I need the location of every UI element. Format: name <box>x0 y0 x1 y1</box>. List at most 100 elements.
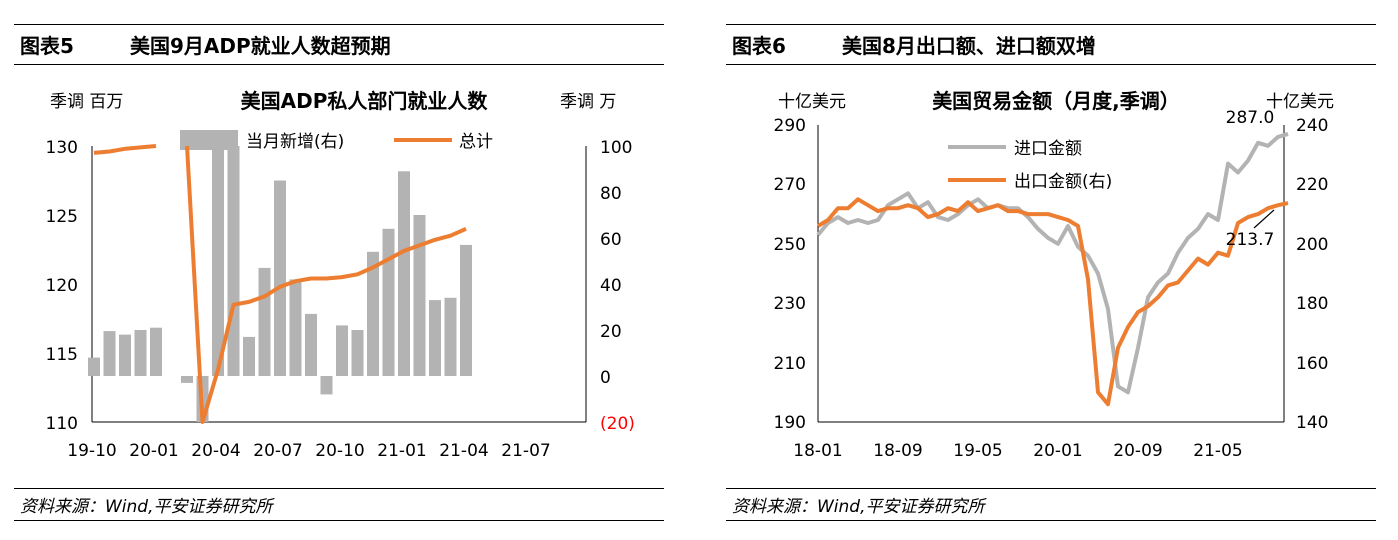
bar-19-12 <box>134 330 147 376</box>
bottom-rule <box>726 520 1376 521</box>
legend-bar-label: 当月新增(右) <box>246 132 344 152</box>
header-rule <box>14 64 664 65</box>
x-tick-label: 21-01 <box>377 441 426 461</box>
right-tick-label: 40 <box>600 276 622 296</box>
export-last-value-label: 213.7 <box>1226 230 1275 250</box>
total-line-segment-2 <box>185 145 467 424</box>
bar-21-07 <box>429 300 441 376</box>
source-note: 资料来源：Wind,平安证券研究所 <box>20 497 273 517</box>
left-tick-label: 270 <box>774 175 806 195</box>
left-tick-label: 190 <box>774 413 806 433</box>
bar-19-09 <box>88 357 100 376</box>
bar-21-05 <box>398 171 410 376</box>
right-tick-label: 220 <box>1296 175 1328 195</box>
bar-20-01 <box>150 327 162 376</box>
figure-heading: 图表6 美国8月出口额、进口额双增 <box>732 30 1096 59</box>
right-tick-label: 100 <box>600 138 632 158</box>
left-axis-ticks: 130 125 120 115 110 <box>46 138 78 434</box>
figure-title: 美国9月ADP就业人数超预期 <box>130 34 391 58</box>
right-tick-label: 60 <box>600 230 622 250</box>
legend: 进口金额 出口金额(右) <box>948 139 1112 192</box>
total-line-segment-1 <box>93 144 157 155</box>
figure-heading: 图表5 美国9月ADP就业人数超预期 <box>20 30 391 59</box>
left-axis-unit: 十亿美元 <box>778 92 846 112</box>
source-top-rule <box>726 488 1376 489</box>
bar-21-06 <box>413 215 426 376</box>
legend-bar-swatch <box>180 130 238 150</box>
right-tick-label: 140 <box>1296 413 1328 433</box>
right-tick-label: 0 <box>600 368 611 388</box>
import-line <box>816 131 1289 395</box>
x-tick-label: 20-07 <box>253 441 302 461</box>
bar-21-03 <box>367 251 379 376</box>
export-line <box>816 197 1289 407</box>
bar-20-09 <box>274 180 286 376</box>
x-axis-ticks: 18-01 18-09 19-05 20-01 20-09 21-05 <box>793 441 1242 461</box>
chart-title: 美国ADP私人部门就业人数 <box>241 89 489 113</box>
legend-line-label: 总计 <box>459 132 493 152</box>
bar-21-04 <box>382 228 395 376</box>
adp-chart: 季调 百万 美国ADP私人部门就业人数 季调 万 当月新增(右) 总计 130 … <box>46 89 635 461</box>
x-tick-label: 20-01 <box>1033 441 1082 461</box>
import-last-value-label: 287.0 <box>1226 108 1275 128</box>
figure-number: 图表6 <box>732 34 786 58</box>
line-series <box>93 144 467 424</box>
bar-21-09 <box>460 244 472 376</box>
chart-title: 美国贸易金额（月度,季调） <box>932 89 1180 113</box>
x-tick-label: 20-09 <box>1113 441 1162 461</box>
right-tick-label: 160 <box>1296 354 1328 374</box>
left-tick-label: 210 <box>774 354 806 374</box>
bar-20-07 <box>243 336 255 376</box>
legend: 当月新增(右) 总计 <box>180 130 493 152</box>
left-tick-label: 250 <box>774 235 806 255</box>
right-axis-ticks: 240 220 200 180 160 140 <box>1296 116 1328 433</box>
bottom-rule <box>14 520 664 521</box>
right-axis-unit: 十亿美元 <box>1266 92 1334 112</box>
export-label-leader <box>1253 209 1275 229</box>
bar-20-11 <box>305 313 317 376</box>
x-tick-label: 18-09 <box>873 441 922 461</box>
bar-21-02 <box>351 330 364 376</box>
header-rule <box>726 64 1376 65</box>
trade-chart: 十亿美元 美国贸易金额（月度,季调） 十亿美元 进口金额 出口金额(右) 290… <box>774 89 1334 461</box>
x-tick-label: 21-04 <box>439 441 488 461</box>
right-axis-ticks: 100 80 60 40 20 0 (20) <box>600 138 635 434</box>
bar-20-03 <box>181 376 193 383</box>
bar-20-05 <box>212 146 224 376</box>
line-series <box>816 131 1289 407</box>
left-axis-ticks: 290 270 250 230 210 190 <box>774 116 806 433</box>
x-tick-label: 19-10 <box>67 441 116 461</box>
right-tick-label: 20 <box>600 322 622 342</box>
legend-export-label: 出口金额(右) <box>1014 172 1112 192</box>
bar-21-08 <box>444 297 457 376</box>
legend-import-label: 进口金额 <box>1014 139 1082 159</box>
right-tick-label: 180 <box>1296 294 1328 314</box>
right-tick-label-negative: (20) <box>600 414 635 434</box>
figure-5-panel: 图表5 美国9月ADP就业人数超预期 季调 百万 美国ADP私人部门就业人数 季调… <box>14 0 664 540</box>
left-tick-label: 110 <box>46 414 78 434</box>
x-tick-label: 20-10 <box>315 441 364 461</box>
left-tick-label: 120 <box>46 276 78 296</box>
right-tick-label: 240 <box>1296 116 1328 136</box>
bar-20-08 <box>258 267 271 376</box>
left-tick-label: 130 <box>46 138 78 158</box>
source-note: 资料来源：Wind,平安证券研究所 <box>732 497 985 517</box>
right-axis-unit: 季调 万 <box>560 92 616 112</box>
bar-20-06 <box>227 146 240 376</box>
bar-19-10 <box>103 331 116 376</box>
x-tick-label: 19-05 <box>953 441 1002 461</box>
bar-19-11 <box>119 334 131 376</box>
bar-20-12 <box>320 376 333 395</box>
right-tick-label: 80 <box>600 184 622 204</box>
left-tick-label: 230 <box>774 294 806 314</box>
source-top-rule <box>14 488 664 489</box>
top-rule <box>14 24 664 25</box>
x-tick-label: 21-07 <box>501 441 550 461</box>
right-tick-label: 200 <box>1296 235 1328 255</box>
bar-20-10 <box>289 279 302 376</box>
x-tick-label: 21-05 <box>1193 441 1242 461</box>
x-axis-ticks: 19-10 20-01 20-04 20-07 20-10 21-01 21-0… <box>67 441 550 461</box>
left-tick-label: 125 <box>46 207 78 227</box>
bar-series <box>88 146 472 422</box>
figure-number: 图表5 <box>20 34 74 58</box>
